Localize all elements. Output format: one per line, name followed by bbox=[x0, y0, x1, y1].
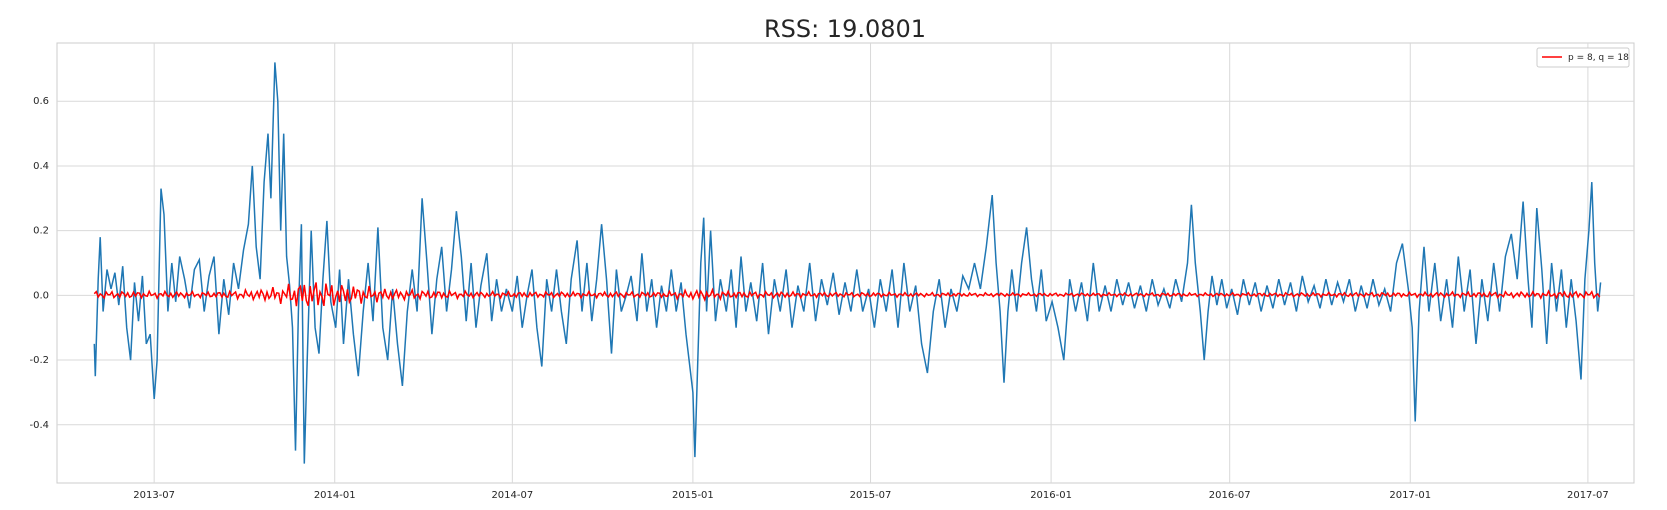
x-tick-label: 2017-07 bbox=[1567, 490, 1609, 501]
x-tick-label: 2017-01 bbox=[1389, 490, 1431, 501]
legend-box bbox=[1536, 47, 1630, 68]
y-tick-label: 0.6 bbox=[33, 96, 49, 107]
y-tick-label: 0.4 bbox=[33, 161, 49, 172]
x-tick-label: 2016-07 bbox=[1209, 490, 1251, 501]
x-tick-label: 2016-01 bbox=[1030, 490, 1072, 501]
x-tick-labels: 2013-07 2014-01 2014-07 2015-01 2015-07 2016-… bbox=[133, 490, 1609, 501]
legend: p = 8, q = 18 bbox=[1536, 47, 1630, 68]
y-tick-labels: -0.4 -0.2 0.0 0.2 0.4 0.6 bbox=[29, 96, 49, 431]
x-tick-label: 2013-07 bbox=[133, 490, 175, 501]
series-line-observed bbox=[93, 62, 1602, 464]
plot-background bbox=[56, 42, 1635, 484]
x-gridlines bbox=[153, 43, 1589, 483]
series-line-fitted bbox=[93, 282, 1601, 307]
x-tick-label: 2015-07 bbox=[850, 490, 892, 501]
y-tick-label: -0.2 bbox=[29, 355, 49, 366]
y-tick-label: 0.2 bbox=[33, 226, 49, 237]
x-tick-label: 2015-01 bbox=[672, 490, 714, 501]
x-tick-label: 2014-07 bbox=[491, 490, 533, 501]
legend-label: p = 8, q = 18 bbox=[1568, 53, 1629, 63]
y-tick-label: -0.4 bbox=[29, 420, 49, 431]
y-tick-label: 0.0 bbox=[33, 290, 49, 301]
x-tick-label: 2014-01 bbox=[314, 490, 356, 501]
chart-title: RSS: 19.0801 bbox=[764, 15, 926, 43]
